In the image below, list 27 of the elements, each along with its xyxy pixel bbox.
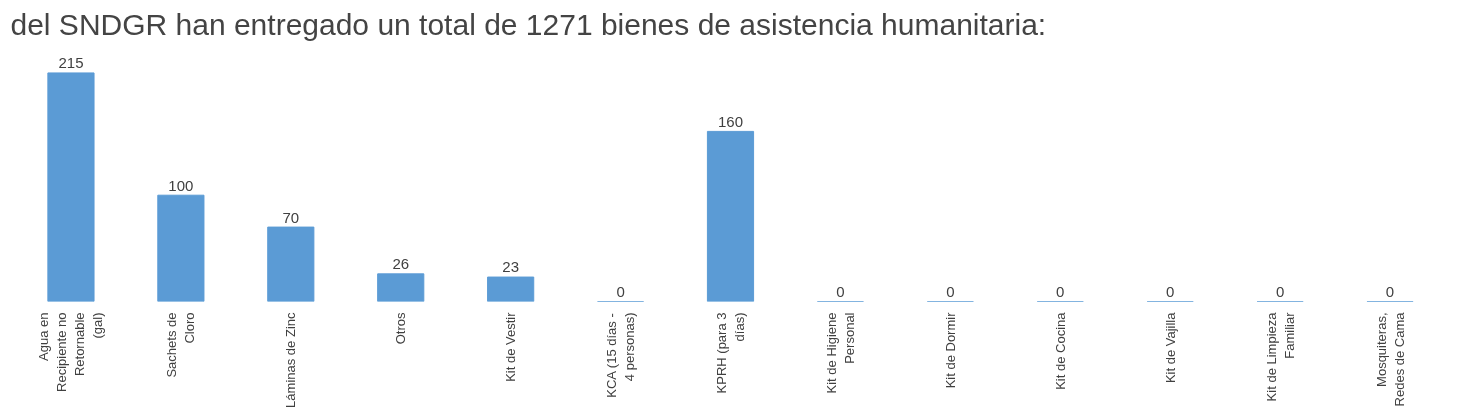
x-tick-label: Kit de Vajilla <box>1162 311 1178 384</box>
data-label: 0 <box>1056 282 1065 300</box>
data-label: 70 <box>282 208 300 226</box>
x-tick-label: Kit de Cocina <box>1052 311 1068 390</box>
x-tick-label: Sachets de Cloro <box>164 312 198 378</box>
data-label: 0 <box>1166 282 1175 300</box>
x-tick-label: Kit de Higiene Personal <box>823 312 857 394</box>
x-tick-label: Kit de Dormir <box>942 311 958 389</box>
x-tick-label: Mosquiteras, Redes de Cama <box>1373 311 1407 407</box>
data-label: 160 <box>717 112 744 130</box>
data-label: 0 <box>1275 282 1285 300</box>
data-label: 0 <box>1385 282 1395 300</box>
data-label: 215 <box>58 54 84 72</box>
x-tick-label: Láminas de Zinc <box>283 312 299 408</box>
chart-title: del SNDGR han entregado un total de 1271 bienes de asistencia humanitaria: <box>10 7 1047 41</box>
data-label: 23 <box>502 258 519 276</box>
data-label: 26 <box>392 255 410 273</box>
data-label: 0 <box>836 282 845 300</box>
x-tick-label: KCA (15 días - 4 personas) <box>604 312 638 398</box>
data-label: 0 <box>616 282 625 300</box>
data-label: 0 <box>946 282 955 300</box>
x-tick-label: Kit de Vestir <box>503 311 519 382</box>
x-tick-label: Agua en Recipiente no Retornable (gal) <box>36 312 106 392</box>
x-tick-label: KPRH (para 3 días) <box>714 312 747 394</box>
x-tick-label: Otros <box>393 312 409 345</box>
data-label: 100 <box>168 176 194 194</box>
x-tick-label: Kit de Limpieza Familiar <box>1263 311 1297 402</box>
